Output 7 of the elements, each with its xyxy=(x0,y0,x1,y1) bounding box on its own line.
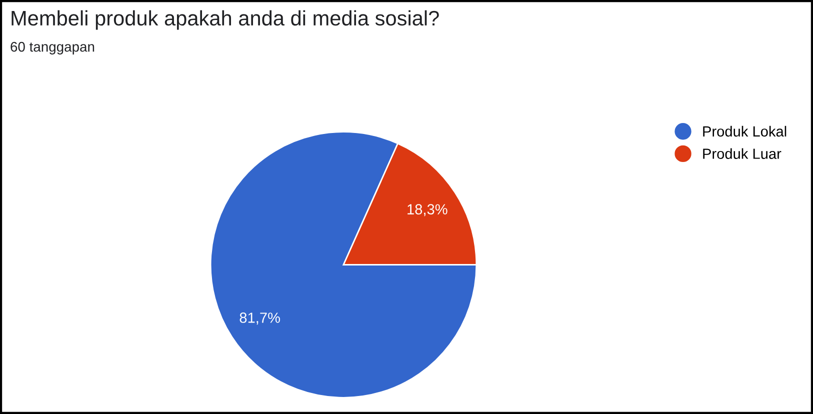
legend-label: Produk Lokal xyxy=(703,126,786,137)
data-label: 81,7% xyxy=(240,312,280,325)
legend-label: Produk Luar xyxy=(703,148,782,159)
text: 60 tanggapan xyxy=(10,42,94,54)
data-label: 18,3% xyxy=(408,204,448,216)
pie-slice xyxy=(210,131,478,398)
chart-title: Membeli produk apakah anda di media sosial? xyxy=(12,10,439,30)
